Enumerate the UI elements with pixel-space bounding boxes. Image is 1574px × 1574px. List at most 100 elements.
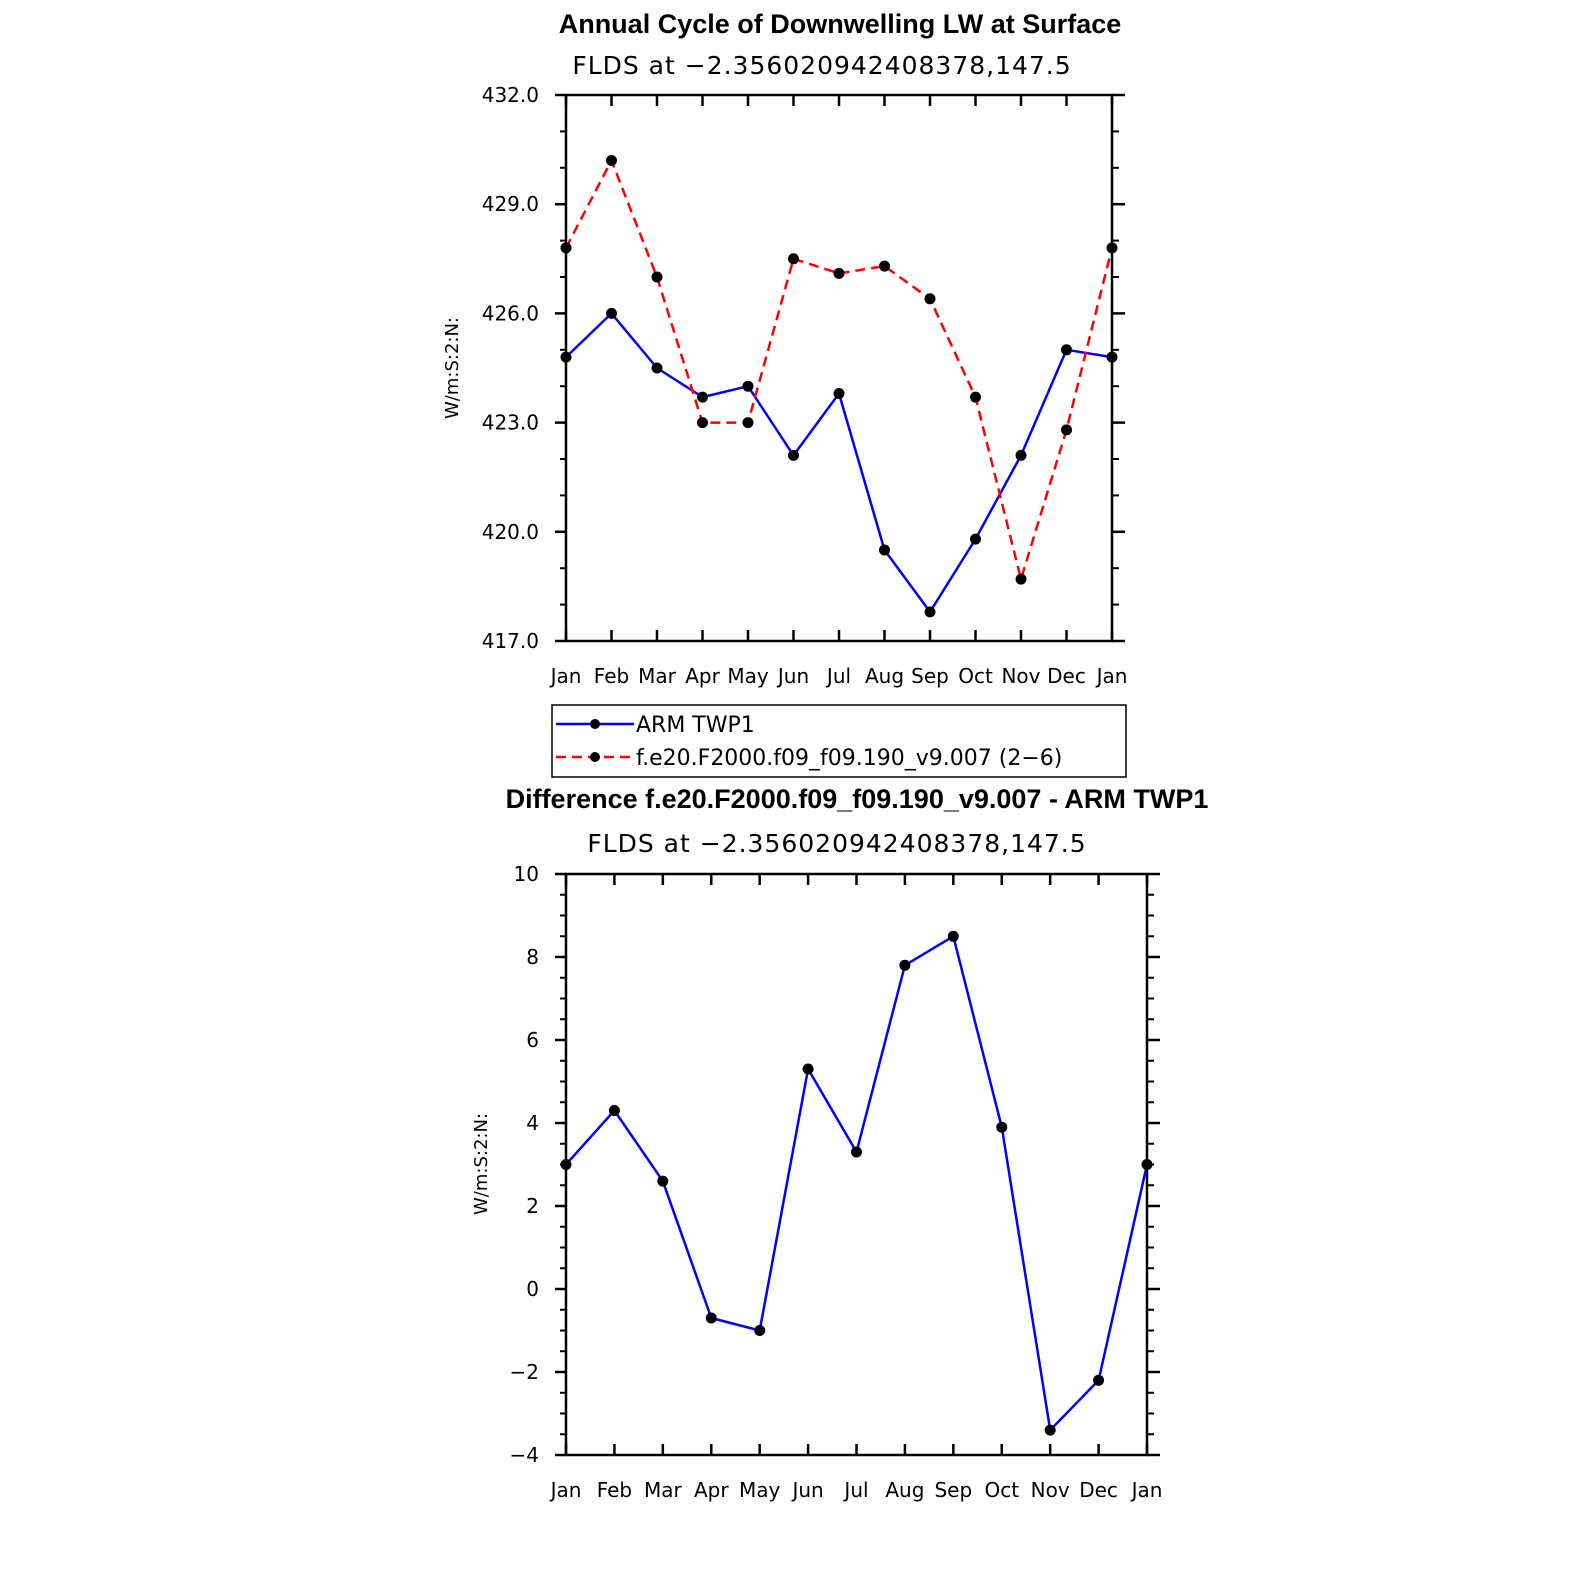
- data-point: [742, 380, 754, 392]
- x-tick-label: May: [739, 1478, 781, 1502]
- data-point: [970, 391, 981, 403]
- data-point: [705, 1312, 717, 1324]
- y-tick-label: 6: [526, 1028, 539, 1052]
- data-point: [899, 959, 911, 971]
- data-point: [1015, 573, 1027, 585]
- x-tick-label: Jul: [825, 664, 851, 688]
- legend: ARM TWP1 f.e20.F2000.f09_f09.190_v9.007 …: [551, 704, 1127, 778]
- data-point: [560, 242, 572, 254]
- legend-label-arm: ARM TWP1: [636, 713, 755, 738]
- data-point: [1015, 449, 1027, 461]
- data-point: [606, 155, 617, 166]
- chart-subtitle: FLDS at −2.356020942408378,147.5: [587, 829, 1086, 858]
- data-point: [947, 930, 959, 942]
- x-tick-label: Oct: [958, 664, 993, 688]
- data-point: [924, 293, 936, 305]
- x-tick-label: Mar: [644, 1478, 683, 1502]
- data-point: [697, 391, 708, 403]
- data-point: [651, 271, 663, 283]
- x-tick-label: May: [727, 664, 769, 688]
- x-tick-label: Mar: [638, 664, 677, 688]
- annual-cycle-panel: Annual Cycle of Downwelling LW at Surfac…: [442, 9, 1127, 688]
- data-point: [802, 1063, 814, 1075]
- data-point: [1141, 1159, 1153, 1170]
- data-point: [606, 307, 617, 319]
- x-tick-label: Dec: [1047, 664, 1086, 688]
- x-tick-label: Dec: [1079, 1478, 1118, 1502]
- data-point: [657, 1175, 669, 1187]
- data-point: [833, 388, 845, 399]
- data-point: [879, 260, 890, 272]
- data-point: [1093, 1374, 1105, 1386]
- y-tick-label: 10: [514, 862, 539, 886]
- x-tick-label: Jun: [776, 664, 809, 688]
- y-tick-label: 432.0: [482, 83, 539, 107]
- x-tick-label: Sep: [911, 664, 949, 688]
- legend-label-model: f.e20.F2000.f09_f09.190_v9.007 (2−6): [636, 746, 1062, 771]
- data-point: [608, 1105, 620, 1116]
- data-point: [697, 417, 708, 429]
- series-line-0: [565, 935, 1149, 1432]
- y-tick-label: −2: [510, 1360, 539, 1384]
- x-tick-label: Jan: [549, 1478, 582, 1502]
- x-tick-label: Jul: [842, 1478, 868, 1502]
- data-point: [970, 533, 981, 545]
- y-tick-label: 4: [526, 1111, 539, 1135]
- legend-marker-arm: [590, 719, 600, 729]
- x-tick-label: Apr: [694, 1478, 729, 1502]
- difference-panel: Difference f.e20.F2000.f09_f09.190_v9.00…: [471, 784, 1208, 1502]
- x-tick-label: Sep: [934, 1478, 972, 1502]
- x-tick-label: Aug: [885, 1478, 924, 1502]
- chart-title: Difference f.e20.F2000.f09_f09.190_v9.00…: [506, 784, 1209, 814]
- y-axis-label: W/m:S:2:N:: [471, 1113, 492, 1215]
- y-tick-label: 2: [526, 1194, 539, 1218]
- legend-marker-model: [590, 752, 600, 762]
- x-tick-label: Jan: [1130, 1478, 1163, 1502]
- x-tick-label: Nov: [1001, 664, 1040, 688]
- plot-frame: [564, 93, 1114, 643]
- data-point: [754, 1325, 766, 1336]
- y-tick-label: 429.0: [482, 192, 539, 216]
- data-point: [833, 267, 845, 279]
- y-axis-label: W/m:S:2:N:: [442, 317, 463, 419]
- data-point: [788, 449, 799, 461]
- data-point: [788, 253, 799, 265]
- data-point: [879, 544, 890, 556]
- data-point: [1106, 351, 1118, 363]
- data-point: [742, 417, 754, 429]
- x-tick-label: Jun: [790, 1478, 823, 1502]
- legend-box: [551, 704, 1127, 778]
- data-point: [1061, 424, 1072, 436]
- y-tick-label: 420.0: [482, 520, 539, 544]
- x-tick-label: Jan: [549, 664, 582, 688]
- chart-subtitle: FLDS at −2.356020942408378,147.5: [572, 51, 1071, 80]
- x-tick-label: Feb: [597, 1478, 632, 1502]
- y-tick-label: 423.0: [482, 411, 539, 435]
- y-tick-label: 417.0: [482, 629, 539, 653]
- data-point: [560, 351, 572, 363]
- x-tick-label: Jan: [1095, 664, 1128, 688]
- x-tick-label: Oct: [984, 1478, 1019, 1502]
- y-tick-label: 0: [526, 1277, 539, 1301]
- x-tick-label: Feb: [594, 664, 629, 688]
- series-line-0: [565, 312, 1113, 614]
- y-tick-label: 8: [526, 945, 539, 969]
- data-point: [996, 1121, 1008, 1133]
- x-tick-label: Aug: [865, 664, 904, 688]
- series-line-1: [564, 159, 1114, 581]
- x-tick-label: Nov: [1031, 1478, 1070, 1502]
- plot-frame: [564, 872, 1149, 1457]
- data-point: [851, 1146, 862, 1158]
- data-point: [1061, 344, 1072, 356]
- y-tick-label: −4: [510, 1443, 539, 1467]
- y-tick-label: 426.0: [482, 301, 539, 325]
- chart-title: Annual Cycle of Downwelling LW at Surfac…: [559, 9, 1122, 39]
- data-point: [924, 606, 936, 618]
- data-point: [560, 1159, 572, 1170]
- data-point: [651, 362, 663, 374]
- data-point: [1106, 242, 1118, 254]
- data-point: [1044, 1424, 1056, 1436]
- x-tick-label: Apr: [685, 664, 720, 688]
